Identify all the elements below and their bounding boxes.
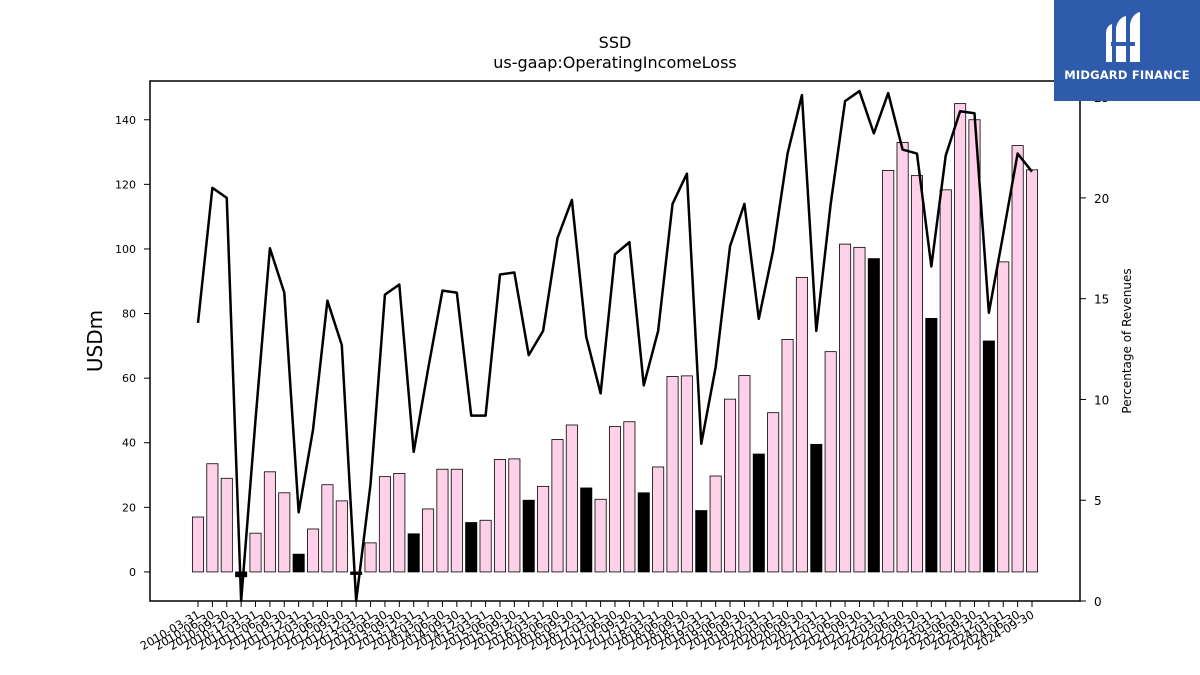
bar bbox=[724, 398, 737, 573]
bar bbox=[781, 338, 794, 573]
y-tick-label-right: 15 bbox=[1094, 293, 1109, 307]
y-axis-label-left: USDm bbox=[83, 310, 107, 372]
x-axis: 2010-03-312010-06-302010-09-302010-12-31… bbox=[138, 601, 1037, 653]
bar bbox=[422, 508, 435, 573]
bar bbox=[378, 476, 391, 573]
bar bbox=[522, 499, 535, 573]
bar bbox=[335, 500, 348, 573]
bar bbox=[867, 258, 880, 573]
bar bbox=[767, 412, 780, 573]
bar bbox=[479, 519, 492, 573]
bar bbox=[220, 477, 233, 573]
bar bbox=[925, 317, 938, 573]
series-line bbox=[196, 89, 1033, 603]
bar bbox=[407, 533, 420, 573]
bar bbox=[321, 484, 334, 573]
bar bbox=[465, 522, 478, 573]
bar bbox=[508, 458, 521, 573]
bar bbox=[910, 175, 923, 573]
bar bbox=[1011, 145, 1024, 573]
bar bbox=[608, 426, 622, 573]
bar bbox=[666, 376, 679, 573]
bar bbox=[982, 340, 995, 573]
bar bbox=[191, 516, 205, 573]
chart-title: SSD bbox=[599, 33, 632, 52]
bar bbox=[997, 261, 1010, 573]
y-tick-label-right: 10 bbox=[1094, 393, 1109, 407]
y-tick-label-right: 5 bbox=[1094, 494, 1102, 508]
y-axis-left: 0 20 40 60 80 100 120 140 bbox=[115, 114, 150, 579]
bar bbox=[1025, 169, 1039, 573]
plot-area bbox=[191, 89, 1039, 603]
bar bbox=[896, 141, 909, 573]
bar bbox=[623, 421, 636, 573]
bar bbox=[393, 473, 406, 573]
bar bbox=[594, 498, 607, 573]
y-tick-label-left: 60 bbox=[122, 372, 136, 385]
bar bbox=[292, 553, 305, 573]
bar bbox=[206, 463, 219, 573]
bar bbox=[436, 468, 449, 573]
y-tick-label-left: 40 bbox=[122, 437, 136, 450]
y-tick-label-left: 80 bbox=[122, 308, 136, 321]
y-tick-label-left: 140 bbox=[115, 114, 136, 127]
bar bbox=[350, 571, 363, 575]
bar bbox=[652, 466, 665, 573]
y-tick-label-left: 100 bbox=[115, 243, 136, 256]
bar bbox=[263, 471, 276, 573]
bar bbox=[968, 119, 981, 573]
y-tick-label-right: 0 bbox=[1094, 595, 1102, 609]
bar bbox=[551, 439, 564, 573]
bar bbox=[695, 510, 708, 573]
bar bbox=[752, 453, 765, 573]
bar bbox=[853, 246, 866, 573]
bar bbox=[278, 492, 291, 573]
bar bbox=[565, 424, 578, 573]
brand-logo: MIDGARD FINANCE bbox=[1054, 0, 1200, 101]
bar bbox=[493, 459, 506, 573]
brand-logo-text: MIDGARD FINANCE bbox=[1064, 68, 1190, 82]
bar bbox=[364, 542, 377, 573]
bar bbox=[882, 170, 895, 573]
midgard-logo-icon bbox=[1106, 12, 1140, 62]
bar bbox=[954, 103, 967, 573]
bar bbox=[795, 276, 808, 573]
y-tick-label-left: 0 bbox=[129, 566, 136, 579]
bar bbox=[738, 375, 751, 573]
bar bbox=[839, 243, 852, 573]
bar bbox=[637, 492, 650, 573]
bar bbox=[824, 351, 837, 573]
bar bbox=[939, 189, 952, 573]
y-axis-label-right: Percentage of Revenues bbox=[1120, 268, 1134, 413]
y-tick-label-left: 120 bbox=[115, 178, 136, 191]
bar bbox=[537, 485, 550, 573]
bar bbox=[450, 468, 463, 573]
bar bbox=[709, 475, 722, 573]
y-axis-right: 0510152025 bbox=[1080, 91, 1109, 609]
bar bbox=[810, 443, 823, 573]
bar bbox=[249, 532, 262, 573]
y-tick-label-left: 20 bbox=[122, 501, 136, 514]
bar bbox=[680, 375, 693, 573]
y-tick-label-right: 20 bbox=[1094, 192, 1109, 206]
bar bbox=[580, 487, 593, 573]
chart-subtitle: us-gaap:OperatingIncomeLoss bbox=[493, 53, 737, 72]
bar bbox=[307, 528, 320, 573]
